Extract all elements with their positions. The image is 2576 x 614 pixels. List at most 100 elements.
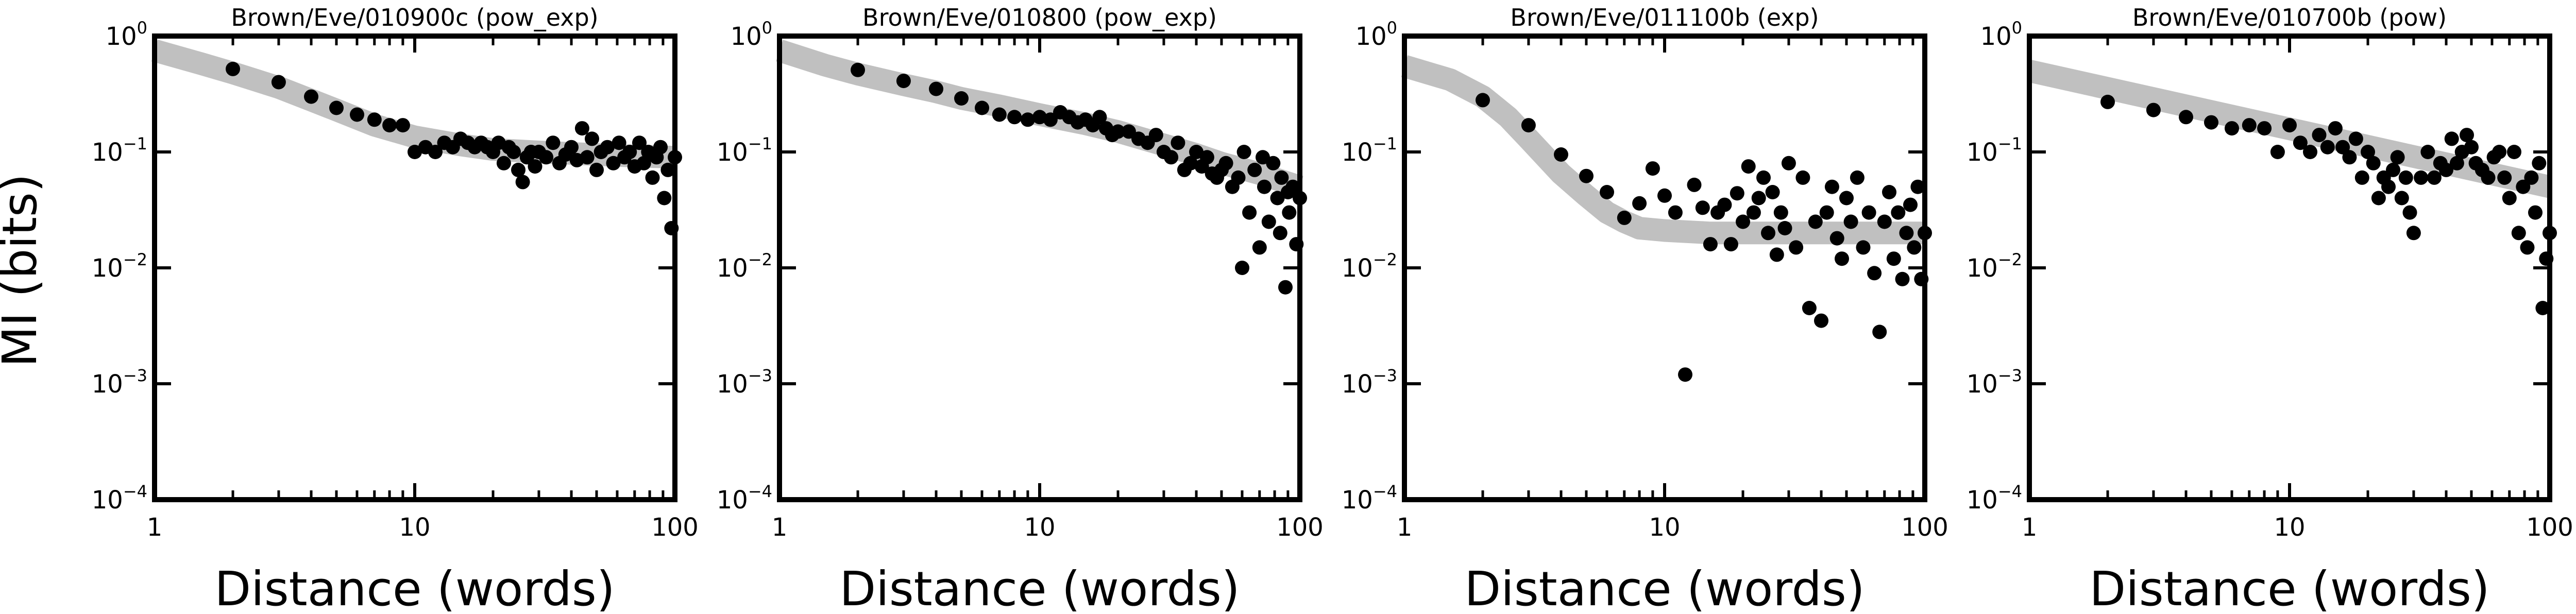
panel-2-x-axis-label: Distance (words) (839, 561, 1240, 614)
panel-4: Brown/Eve/010700b (pow) 1 10 100 100 10−1 10−… (1967, 4, 2573, 614)
panel-2-data-point (1218, 156, 1233, 170)
panel-3: Brown/Eve/011100b (exp) 1 10 100 100 10−1 10−… (1342, 4, 1948, 614)
panel-4-data-point (2312, 128, 2327, 143)
panel-2-data-point (975, 100, 989, 115)
panel-1-data-point (622, 145, 637, 159)
panel-4-data-point (2371, 191, 2386, 206)
panel-1-data-point (506, 145, 521, 159)
panel-3-data-point (1600, 185, 1614, 199)
panel-2-y-tick-label: 10−3 (717, 366, 772, 399)
panel-3-data-point (1645, 161, 1660, 176)
panel-4-data-point (2398, 170, 2413, 185)
panel-2-data-point (1236, 145, 1251, 159)
panel-4-data-point (2402, 205, 2417, 220)
panel-2-data-point (1183, 156, 1198, 170)
panel-1-y-tick-label: 10−3 (92, 366, 147, 399)
panel-4-data-point (2492, 145, 2507, 159)
panel-1-y-tick-label: 10−2 (92, 250, 147, 283)
panel-4-data-point (2225, 121, 2239, 136)
panel-2-data-point (1235, 261, 1249, 275)
panel-1-data-point (600, 140, 615, 155)
panel-4-data-point (2354, 170, 2369, 185)
panel-2-x-tick-label: 100 (1276, 513, 1324, 542)
panel-3-data-point (1835, 251, 1849, 266)
panel-1-data-point (645, 170, 660, 185)
panel-3-data-point (1903, 197, 1918, 212)
panel-3-data-point (1632, 196, 1647, 211)
panel-2-data-point (1148, 128, 1163, 143)
panel-4-data-point (2516, 179, 2531, 194)
panel-1-data-point (226, 61, 240, 76)
panel-3-data-point (1839, 191, 1854, 206)
panel-2-y-tick-label: 100 (731, 18, 772, 51)
panel-3-data-point (1756, 170, 1771, 185)
panel-1-y-tick-label: 100 (106, 18, 147, 51)
panel-2-data-point (1273, 226, 1287, 241)
panel-2-data-point (1092, 110, 1107, 125)
panel-3-data-point (1882, 185, 1896, 199)
panel-4-data-point (2381, 179, 2396, 194)
panel-3-fit-curve (1401, 55, 1925, 245)
panel-2-data-point (1270, 191, 1285, 206)
panel-4-x-tick-label: 1 (2022, 513, 2038, 542)
panel-4-data-point (2361, 145, 2375, 159)
panel-4-axes-frame (2027, 33, 2552, 502)
panel-3-data-point (1910, 179, 1925, 194)
panel-4-y-tick-label: 10−3 (1967, 366, 2022, 399)
panel-3-data-point (1761, 226, 1775, 241)
panel-3-data-point (1907, 240, 1922, 255)
panel-3-x-tick-label: 10 (1649, 513, 1680, 542)
panel-2-data-point (1261, 214, 1276, 229)
panel-4-data-point (2366, 156, 2381, 170)
panel-1: Brown/Eve/010900c (pow_exp) 1 10 100 100 10−… (92, 4, 699, 614)
panel-3-plot-area: 1 10 100 100 10−1 10−2 10−3 10−4 (1342, 18, 1948, 542)
panel-4-data-point (2293, 135, 2308, 150)
panel-4-data-point (2444, 131, 2459, 146)
panel-1-data-point (539, 150, 554, 165)
panel-2-data-point (1274, 170, 1289, 185)
panel-3-title: Brown/Eve/011100b (exp) (1510, 4, 1819, 31)
panel-2-y-tick-label: 10−1 (717, 134, 772, 167)
panel-1-y-tick-label: 10−4 (92, 482, 147, 515)
panel-4-data-point (2511, 226, 2526, 241)
panel-2-data-point (1171, 135, 1185, 150)
panel-2-x-tick-label: 10 (1024, 513, 1055, 542)
panel-3-data-point (1895, 271, 1910, 286)
panel-2-axes-frame (777, 33, 1302, 502)
panel-3-data-point (1687, 177, 1702, 192)
panel-1-data-point (660, 162, 675, 177)
panel-3-data-point (1717, 197, 1732, 212)
panel-2-data-point (992, 107, 1007, 122)
panel-3-data-point (1657, 188, 1672, 203)
panel-3-data-point (1781, 156, 1796, 170)
panel-2-y-tick-label: 10−2 (717, 250, 772, 283)
panel-1-data-point (606, 156, 621, 170)
panel-4-data-point (2439, 162, 2453, 177)
panel-2-data-point (1247, 162, 1262, 177)
panel-4-plot-area: 1 10 100 100 10−1 10−2 10−3 10−4 (1967, 18, 2573, 542)
panel-3-data-point (1861, 205, 1876, 220)
panel-4-data-point (2348, 131, 2363, 146)
panel-3-x-axis-label: Distance (words) (1464, 561, 1865, 614)
panel-3-data-point (1877, 214, 1892, 229)
panel-3-data-point (1789, 240, 1804, 255)
panel-3-data-point (1736, 214, 1750, 229)
panel-4-data-point (2390, 150, 2405, 165)
panel-3-data-point (1668, 205, 1683, 220)
panel-2-data-point (1164, 150, 1179, 165)
panel-4-data-point (2328, 121, 2343, 136)
panel-3-data-point (1678, 367, 1692, 382)
panel-3-data-point (1824, 179, 1839, 194)
panel-4-y-tick-label: 10−1 (1967, 134, 2022, 167)
panel-4-data-point (2282, 118, 2297, 133)
panel-4-data-point (2520, 240, 2535, 255)
panel-1-data-point (632, 135, 647, 150)
panel-3-x-tick-label: 1 (1397, 513, 1413, 542)
panel-3-y-tick-label: 10−4 (1342, 482, 1397, 515)
panel-4-data-point (2502, 191, 2517, 206)
panel-3-data-point (1886, 251, 1901, 266)
panel-1-data-point (304, 89, 318, 104)
panel-4-data-point (2342, 150, 2357, 165)
panel-1-x-tick-label: 1 (147, 513, 163, 542)
panel-2-data-point (1043, 112, 1058, 127)
